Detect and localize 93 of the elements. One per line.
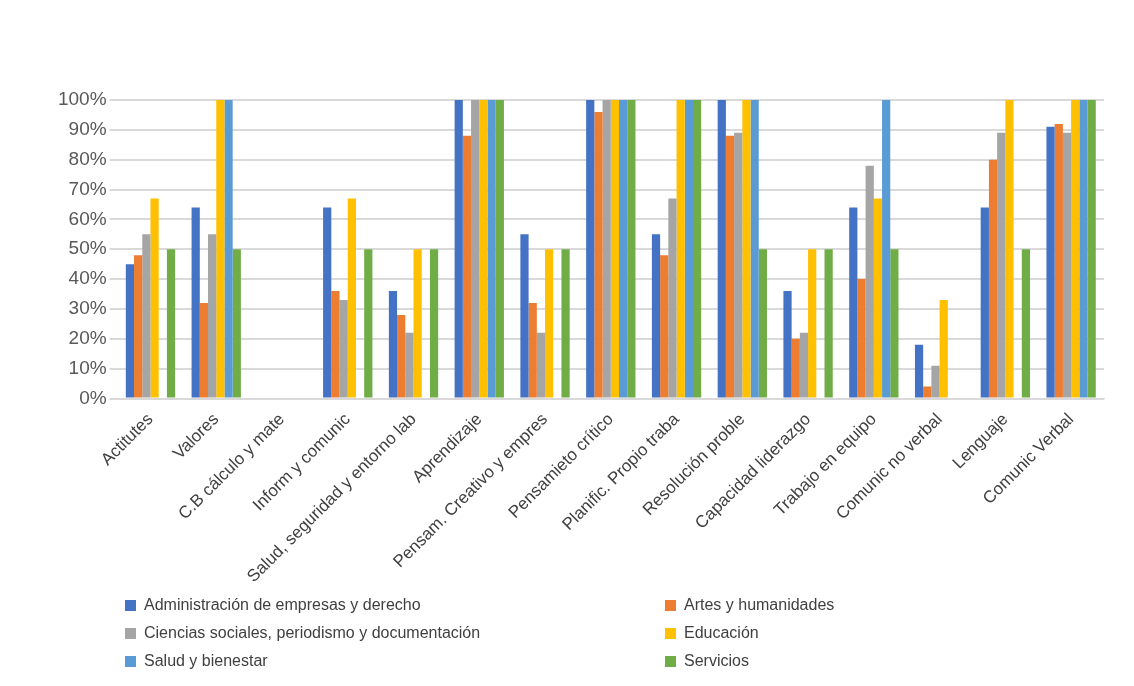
bar bbox=[676, 100, 685, 398]
bar bbox=[191, 207, 200, 398]
bar bbox=[758, 249, 767, 398]
bar bbox=[865, 165, 874, 398]
bar bbox=[142, 234, 151, 398]
y-tick-label: 70% bbox=[68, 177, 107, 199]
bar bbox=[882, 100, 891, 398]
bar bbox=[1021, 249, 1031, 398]
legend-label: Ciencias sociales, periodismo y documentación bbox=[144, 624, 481, 642]
bar bbox=[931, 365, 940, 398]
bar bbox=[339, 300, 348, 398]
y-tick-label: 0% bbox=[79, 386, 107, 408]
bar bbox=[684, 100, 693, 398]
y-tick-label: 30% bbox=[68, 297, 107, 319]
y-tick-label: 10% bbox=[68, 356, 107, 378]
bar bbox=[939, 300, 948, 398]
bar bbox=[388, 291, 398, 398]
bar bbox=[619, 100, 628, 398]
bar bbox=[323, 207, 332, 398]
bar bbox=[520, 234, 529, 398]
y-tick-label: 40% bbox=[68, 267, 107, 289]
y-tick-label: 90% bbox=[68, 118, 107, 140]
bar bbox=[208, 234, 217, 398]
bar bbox=[413, 249, 422, 398]
bar bbox=[454, 100, 463, 398]
legend-label: Artes y humanidades bbox=[684, 596, 835, 614]
bar bbox=[791, 338, 800, 398]
bar bbox=[479, 100, 488, 398]
bar bbox=[693, 100, 702, 398]
bar bbox=[462, 135, 472, 398]
bar bbox=[997, 132, 1006, 398]
bar bbox=[824, 249, 833, 398]
bar bbox=[224, 100, 233, 398]
bar bbox=[545, 249, 554, 398]
bar bbox=[347, 198, 356, 398]
bar bbox=[742, 100, 751, 398]
legend-label: Educación bbox=[684, 624, 759, 642]
bar bbox=[849, 207, 858, 398]
y-tick-label: 20% bbox=[68, 327, 107, 349]
bar bbox=[166, 249, 176, 398]
bar bbox=[1062, 132, 1072, 398]
bar bbox=[988, 159, 998, 398]
bar bbox=[923, 386, 932, 398]
y-tick-label: 60% bbox=[68, 207, 107, 229]
bar bbox=[668, 198, 677, 398]
bar bbox=[734, 132, 743, 398]
bar bbox=[199, 302, 209, 398]
bar bbox=[1046, 126, 1055, 398]
bar bbox=[232, 249, 241, 398]
bar bbox=[471, 100, 480, 398]
bar bbox=[1054, 123, 1063, 398]
bar bbox=[125, 264, 135, 398]
bar bbox=[536, 332, 546, 398]
bar bbox=[717, 100, 726, 398]
legend-label: Salud y bienestar bbox=[144, 652, 268, 670]
bar bbox=[725, 135, 735, 398]
bar bbox=[397, 314, 406, 398]
bar bbox=[528, 302, 537, 398]
bar bbox=[405, 332, 414, 398]
bar bbox=[783, 291, 792, 398]
bar bbox=[602, 100, 611, 398]
y-tick-label: 50% bbox=[68, 237, 107, 259]
bar bbox=[890, 249, 899, 398]
bar bbox=[857, 279, 866, 398]
y-tick-label: 100% bbox=[57, 88, 107, 110]
legend-label: Servicios bbox=[684, 652, 749, 670]
bar bbox=[808, 249, 817, 398]
bar bbox=[561, 249, 570, 398]
bar bbox=[799, 332, 809, 398]
bar bbox=[750, 100, 759, 398]
bar bbox=[594, 111, 603, 398]
bar bbox=[660, 255, 669, 398]
bar bbox=[150, 198, 159, 398]
bar bbox=[610, 100, 620, 398]
bar bbox=[627, 100, 636, 398]
bar bbox=[216, 100, 225, 398]
bar bbox=[873, 198, 883, 398]
bar bbox=[495, 100, 504, 398]
bar bbox=[980, 207, 989, 398]
bar bbox=[429, 249, 439, 398]
bar bbox=[1079, 100, 1088, 398]
y-tick-label: 80% bbox=[68, 147, 107, 169]
bar bbox=[1071, 100, 1080, 398]
bar bbox=[134, 255, 143, 398]
bar bbox=[1087, 100, 1096, 398]
bar bbox=[914, 344, 924, 398]
bar bbox=[651, 234, 661, 398]
bar bbox=[331, 291, 340, 398]
legend-label: Administración de empresas y derecho bbox=[144, 596, 421, 614]
bar bbox=[586, 100, 595, 398]
bar bbox=[364, 249, 373, 398]
bar bbox=[487, 100, 496, 398]
bar bbox=[1005, 100, 1014, 398]
